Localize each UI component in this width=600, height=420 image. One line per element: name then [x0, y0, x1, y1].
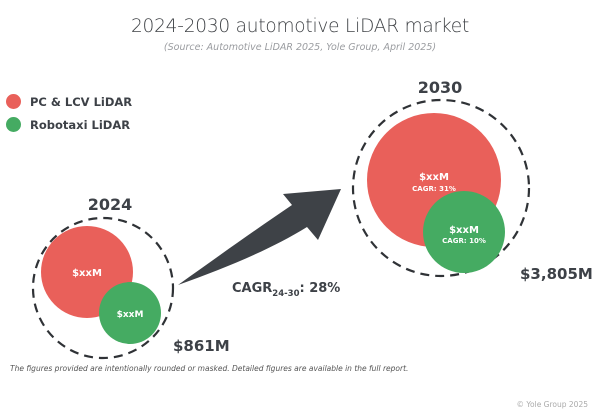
bubble-cagr-2030-robotaxi: CAGR: 10%	[442, 237, 486, 245]
legend: PC & LCV LiDAR Robotaxi LiDAR	[6, 90, 132, 136]
legend-swatch-robotaxi	[6, 117, 21, 132]
cagr-subscript: 24-30	[272, 289, 299, 299]
total-ring-2030	[351, 98, 531, 278]
bubble-2024-robotaxi	[99, 282, 161, 344]
footnote: The figures provided are intentionally r…	[10, 364, 409, 373]
legend-swatch-pc-lcv	[6, 94, 21, 109]
bubble-2030-robotaxi	[423, 191, 505, 273]
chart-title: 2024-2030 automotive LiDAR market	[130, 16, 470, 37]
legend-item-robotaxi: Robotaxi LiDAR	[6, 113, 132, 136]
total-ring-2024	[31, 216, 175, 360]
copyright: © Yole Group 2025	[516, 400, 588, 409]
cagr-label: CAGR24-30: 28%	[232, 281, 340, 299]
bubble-cagr-2030-pc-lcv: CAGR: 31%	[412, 185, 456, 193]
cagr-suffix: : 28%	[299, 281, 340, 296]
legend-label-pc-lcv: PC & LCV LiDAR	[30, 94, 133, 109]
year-label-2030: 2030	[418, 78, 463, 97]
growth-arrow	[178, 189, 341, 285]
year-label-2024: 2024	[88, 195, 133, 214]
chart-subtitle: (Source: Automotive LiDAR 2025, Yole Gro…	[163, 42, 437, 53]
legend-label-robotaxi: Robotaxi LiDAR	[30, 117, 131, 132]
bubble-label-2030-pc-lcv: $xxM	[419, 172, 449, 183]
total-label-2030: $3,805M	[520, 265, 593, 283]
legend-item-pc-lcv: PC & LCV LiDAR	[6, 90, 132, 113]
total-label-2024: $861M	[173, 337, 230, 355]
bubble-label-2024-robotaxi: $xxM	[117, 310, 144, 320]
bubble-label-2024-pc-lcv: $xxM	[72, 268, 102, 279]
bubble-label-2030-robotaxi: $xxM	[449, 225, 479, 236]
cagr-prefix: CAGR	[232, 281, 272, 296]
